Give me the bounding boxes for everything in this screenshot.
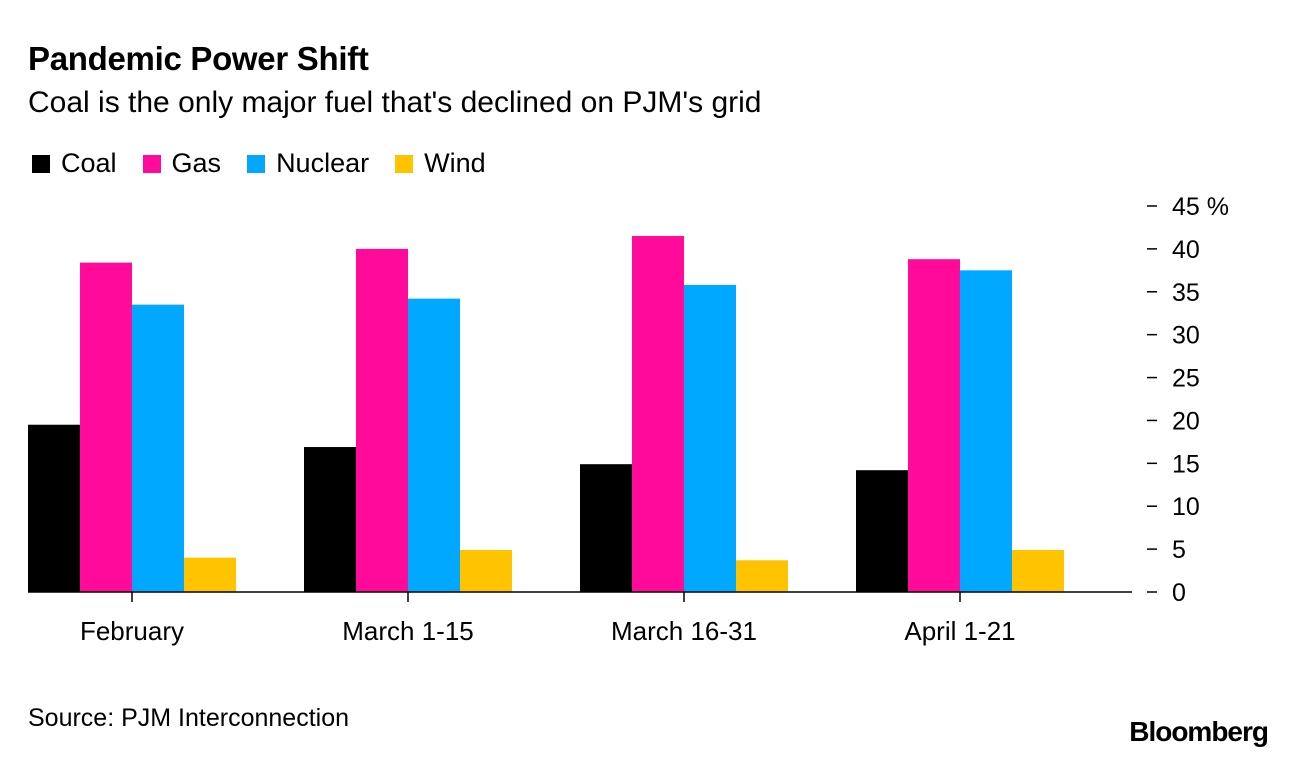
bar-coal-4 [856, 470, 908, 592]
legend-swatch-nuclear [247, 154, 266, 173]
source-note: Source: PJM Interconnection [28, 704, 349, 732]
y-tick-label: 20 [1172, 407, 1200, 435]
x-tick-label: March 16-31 [611, 616, 757, 646]
bar-nuclear-4 [960, 270, 1012, 592]
legend-swatch-gas [142, 154, 161, 173]
y-tick-label: 40 [1172, 236, 1200, 264]
y-tick-label: 30 [1172, 322, 1200, 350]
y-tick-label: 0 [1172, 579, 1186, 607]
y-tick-label: 35 [1172, 279, 1200, 307]
legend-item-coal: Coal [32, 148, 117, 179]
legend-item-gas: Gas [142, 148, 222, 179]
legend-label-nuclear: Nuclear [276, 148, 370, 178]
bar-coal-1 [28, 424, 80, 592]
chart-title: Pandemic Power Shift [28, 40, 369, 77]
y-tick-label: 25 [1172, 365, 1200, 393]
y-tick-label: 45 % [1172, 193, 1229, 221]
x-tick-label: April 1-21 [904, 616, 1015, 646]
bar-gas-1 [80, 262, 132, 592]
legend-swatch-wind [395, 154, 414, 173]
bar-gas-3 [632, 236, 684, 592]
bar-wind-2 [460, 549, 512, 592]
legend: Coal Gas Nuclear Wind [32, 148, 512, 179]
legend-label-gas: Gas [171, 148, 222, 178]
legend-swatch-coal [32, 154, 50, 173]
x-tick-label: March 1-15 [342, 616, 474, 646]
bar-gas-4 [908, 259, 960, 592]
y-tick-label: 10 [1172, 493, 1200, 521]
y-tick-label: 15 [1172, 450, 1200, 478]
bar-coal-2 [304, 447, 356, 592]
bar-coal-3 [580, 464, 632, 592]
legend-label-wind: Wind [424, 148, 486, 178]
legend-label-coal: Coal [61, 148, 117, 178]
chart-subtitle: Coal is the only major fuel that's decli… [28, 86, 762, 119]
legend-item-wind: Wind [395, 148, 486, 179]
legend-item-nuclear: Nuclear [247, 148, 369, 179]
bar-gas-2 [356, 248, 408, 592]
bar-wind-3 [736, 560, 788, 592]
bloomberg-logo: Bloomberg [1129, 716, 1269, 747]
bar-nuclear-3 [684, 284, 736, 592]
x-tick-label: February [80, 616, 184, 646]
bar-wind-1 [184, 557, 236, 592]
bar-nuclear-2 [408, 298, 460, 592]
bar-wind-4 [1012, 549, 1064, 592]
y-tick-label: 5 [1172, 536, 1186, 564]
bar-nuclear-1 [132, 304, 184, 592]
